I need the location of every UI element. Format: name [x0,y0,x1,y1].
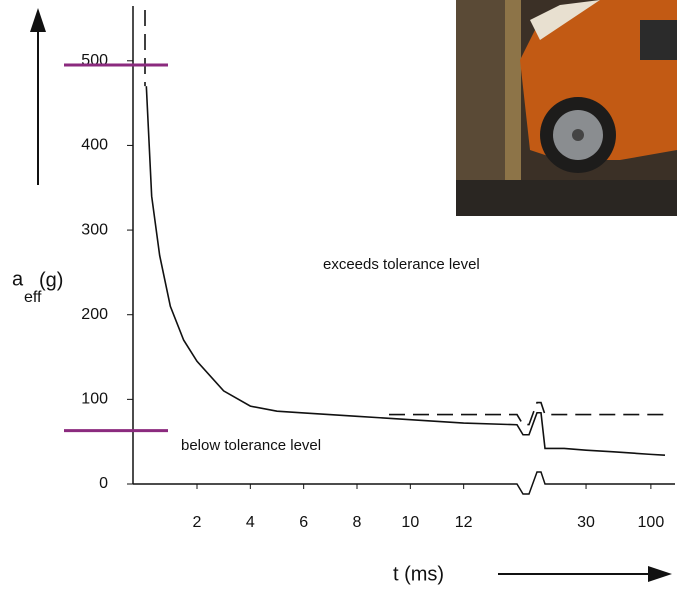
y-tick-label: 0 [99,475,108,492]
x-tick-label: 8 [353,514,362,531]
y-tick-label: 400 [81,137,108,154]
x-label: t (ms) [393,563,444,585]
x-tick-label: 6 [299,514,308,531]
annotation: exceeds tolerance level [323,256,480,273]
x-tick-label: 100 [638,514,665,531]
series-line [145,86,666,457]
x-tick-label: 12 [455,514,473,531]
annotation: below tolerance level [181,437,321,454]
y-tick-label: 300 [81,221,108,238]
x-axis [133,471,675,495]
x-tick-label: 10 [401,514,419,531]
y-tick-label: 200 [81,306,108,323]
y-label: a [12,268,24,290]
photo [456,0,677,216]
x-tick-label: 4 [246,514,255,531]
x-tick-label: 2 [193,514,202,531]
x-tick-label: 30 [577,514,595,531]
y-tick-label: 100 [81,391,108,408]
arrows [30,8,672,582]
y-label: eff [24,289,42,306]
series-line [389,401,665,426]
y-label: (g) [39,269,63,291]
